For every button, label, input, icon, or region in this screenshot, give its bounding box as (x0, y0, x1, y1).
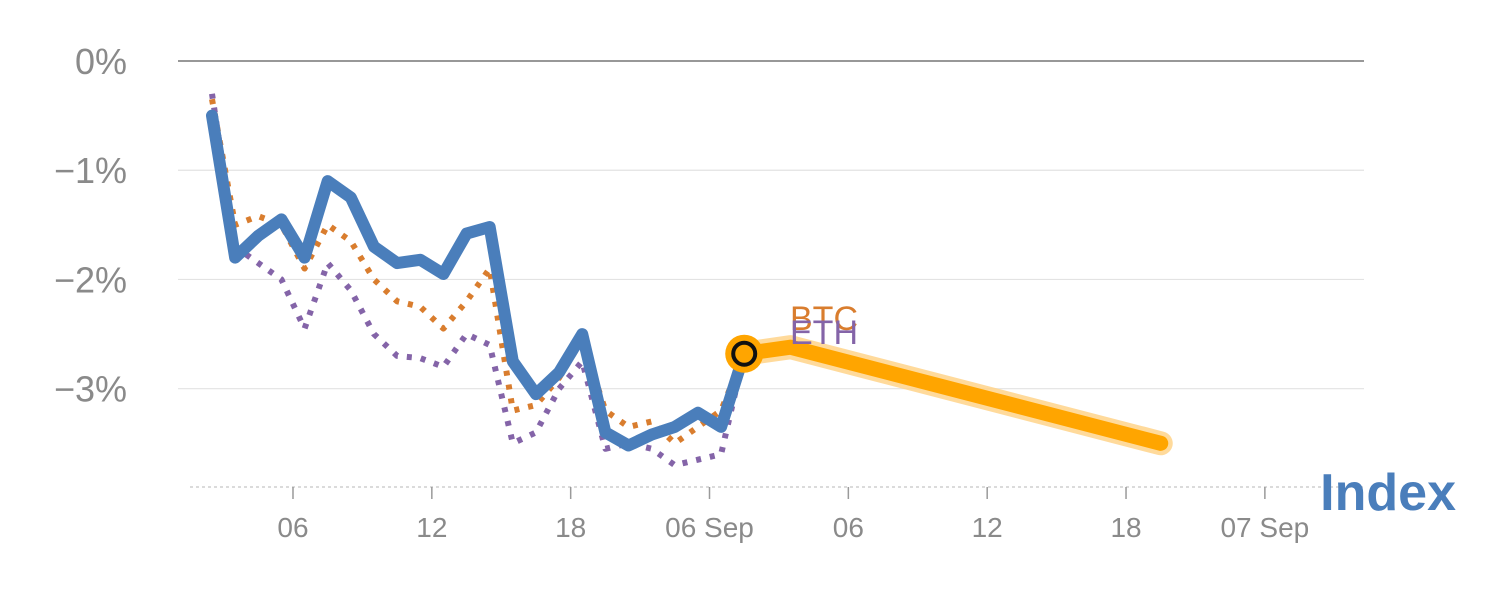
x-axis: 06 12 18 06 Sep 06 12 18 07 Sep (190, 486, 1364, 543)
eth-series-label: ETH (790, 314, 858, 352)
y-axis-ticks: 0% −1% −2% −3% (54, 41, 127, 410)
x-tick-label: 12 (972, 512, 1003, 543)
y-tick-label: −1% (54, 150, 127, 191)
series-lines (206, 93, 1173, 469)
x-tick-label: 18 (555, 512, 586, 543)
y-tick-label: −3% (54, 369, 127, 410)
eth-line (209, 93, 748, 469)
x-tick-label: 07 Sep (1220, 512, 1309, 543)
btc-line (209, 98, 747, 447)
y-tick-label: 0% (75, 41, 127, 82)
x-tick-label: 06 Sep (665, 512, 754, 543)
x-tick-label: 18 (1110, 512, 1141, 543)
index-series-label: Index (1320, 464, 1456, 522)
series-labels: BTC ETH Index (790, 300, 1456, 522)
current-marker (731, 340, 758, 367)
index-line (206, 109, 751, 452)
btc-series-label: BTC (790, 300, 858, 338)
x-tick-label: 06 (833, 512, 864, 543)
y-tick-label: −2% (54, 259, 127, 300)
x-tick-label: 06 (277, 512, 308, 543)
x-tick-label: 12 (416, 512, 447, 543)
